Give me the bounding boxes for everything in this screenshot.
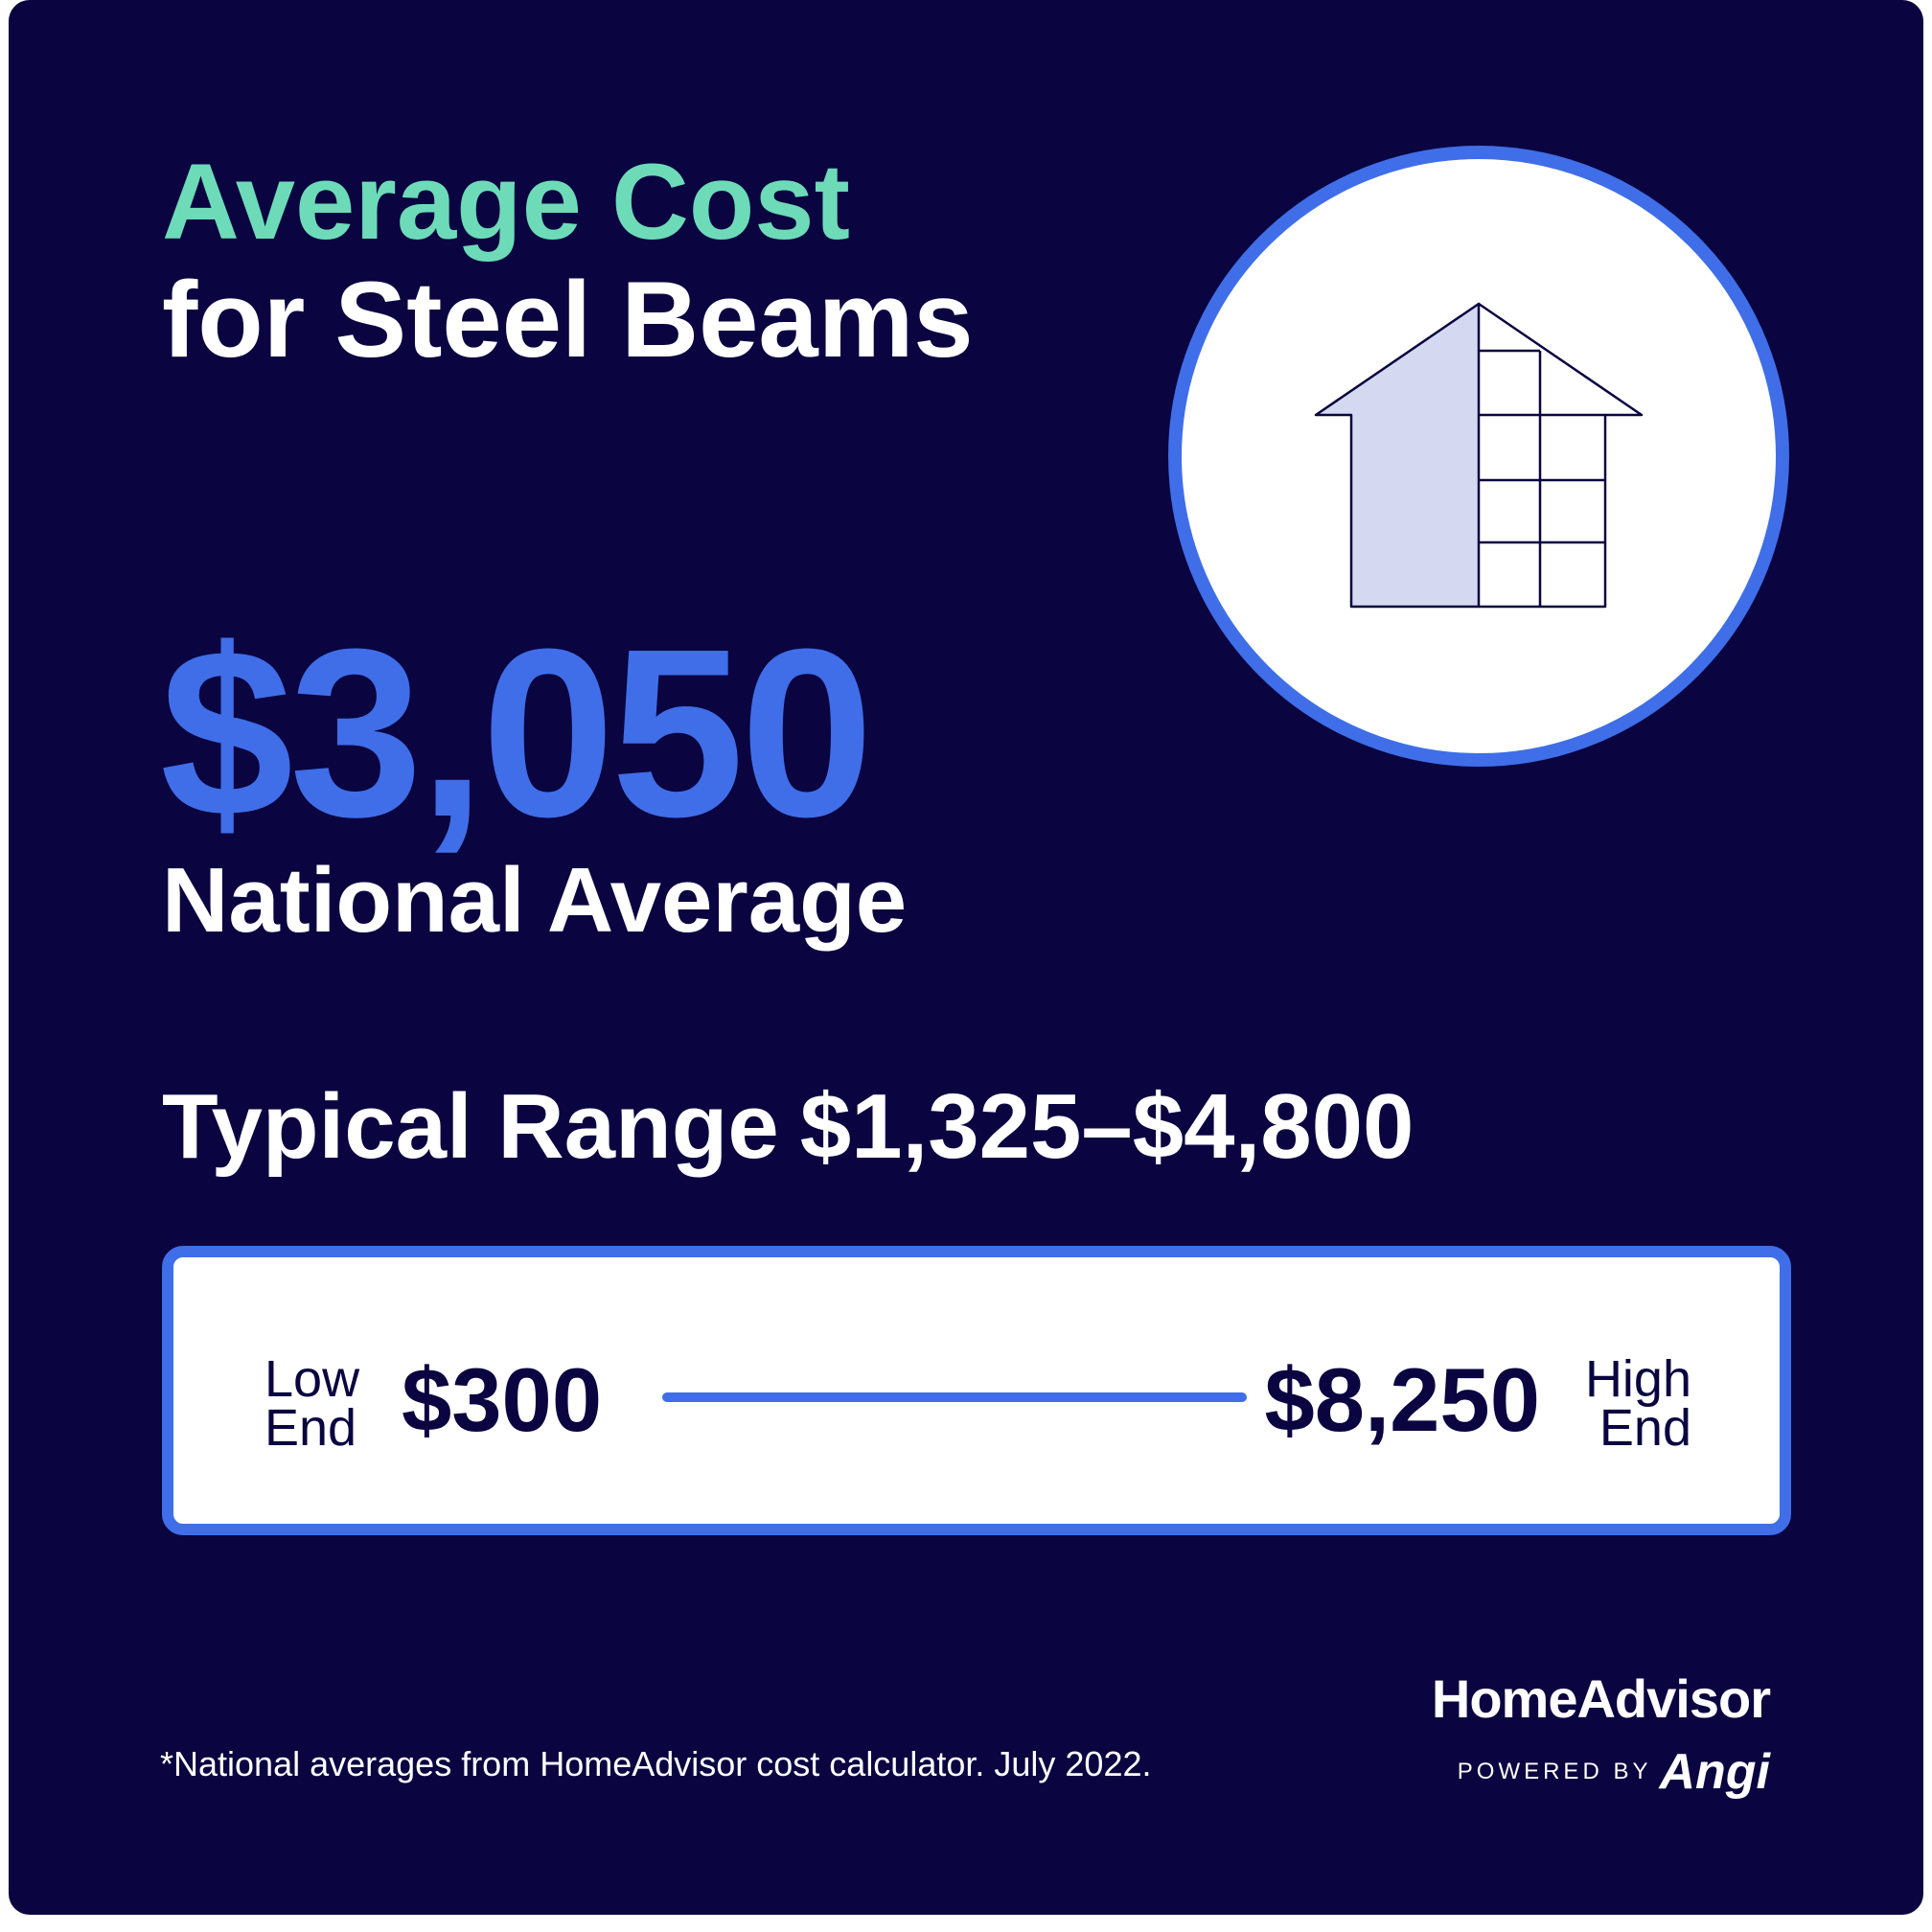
range-line bbox=[662, 1392, 1247, 1402]
low-end-label-line2: End bbox=[264, 1399, 357, 1458]
brand-powered-by: POWERED BY Angi bbox=[1432, 1747, 1770, 1797]
house-frame-icon bbox=[1168, 146, 1789, 767]
title-line1: Average Cost bbox=[162, 142, 850, 262]
high-end-value: $8,250 bbox=[1264, 1349, 1540, 1450]
low-end-value: $300 bbox=[402, 1349, 603, 1450]
high-end-label: High End bbox=[1584, 1350, 1691, 1458]
national-average-label: National Average bbox=[162, 849, 908, 952]
infographic-card: Average Cost for Steel Beams $3,050 Nati… bbox=[9, 0, 1923, 1915]
typical-range-label: Typical Range bbox=[162, 1075, 779, 1178]
typical-range-value: $1,325–$4,800 bbox=[799, 1075, 1414, 1178]
footnote: *National averages from HomeAdvisor cost… bbox=[160, 1744, 1152, 1783]
high-end-label-line2: End bbox=[1598, 1399, 1691, 1458]
typical-range: Typical Range $1,325–$4,800 bbox=[162, 1081, 1435, 1173]
low-end-label: Low End bbox=[264, 1350, 360, 1458]
powered-by-text: POWERED BY bbox=[1457, 1759, 1652, 1784]
national-average-value: $3,050 bbox=[160, 599, 874, 866]
angi-logo: Angi bbox=[1659, 1744, 1770, 1800]
brand-logo: HomeAdvisor POWERED BY Angi bbox=[1431, 1668, 1771, 1798]
low-end-label-line1: Low bbox=[264, 1350, 360, 1408]
title-line2: for Steel Beams bbox=[162, 260, 974, 380]
brand-name: HomeAdvisor bbox=[1431, 1668, 1771, 1729]
cost-range-bar: Low End $300 $8,250 High End bbox=[162, 1246, 1791, 1535]
high-end-label-line1: High bbox=[1584, 1350, 1691, 1408]
